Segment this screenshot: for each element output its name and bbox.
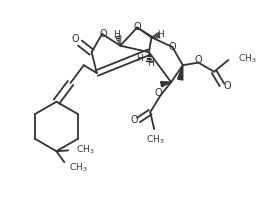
Text: CH$_3$: CH$_3$ (76, 144, 95, 156)
Text: H: H (136, 54, 143, 63)
Text: CH$_3$: CH$_3$ (238, 53, 256, 65)
Text: O: O (131, 115, 138, 125)
Text: O: O (154, 88, 162, 98)
Text: O: O (169, 42, 176, 52)
Text: CH$_3$: CH$_3$ (146, 133, 165, 146)
Text: H: H (113, 30, 120, 39)
Text: O: O (72, 34, 79, 44)
Text: O: O (224, 81, 232, 91)
Polygon shape (178, 65, 183, 80)
Text: CH$_3$: CH$_3$ (69, 162, 88, 174)
Polygon shape (161, 82, 171, 87)
Text: O: O (133, 22, 141, 32)
Text: H: H (147, 59, 154, 68)
Text: O: O (194, 55, 202, 65)
Text: O: O (100, 29, 107, 39)
Text: H: H (157, 30, 164, 39)
